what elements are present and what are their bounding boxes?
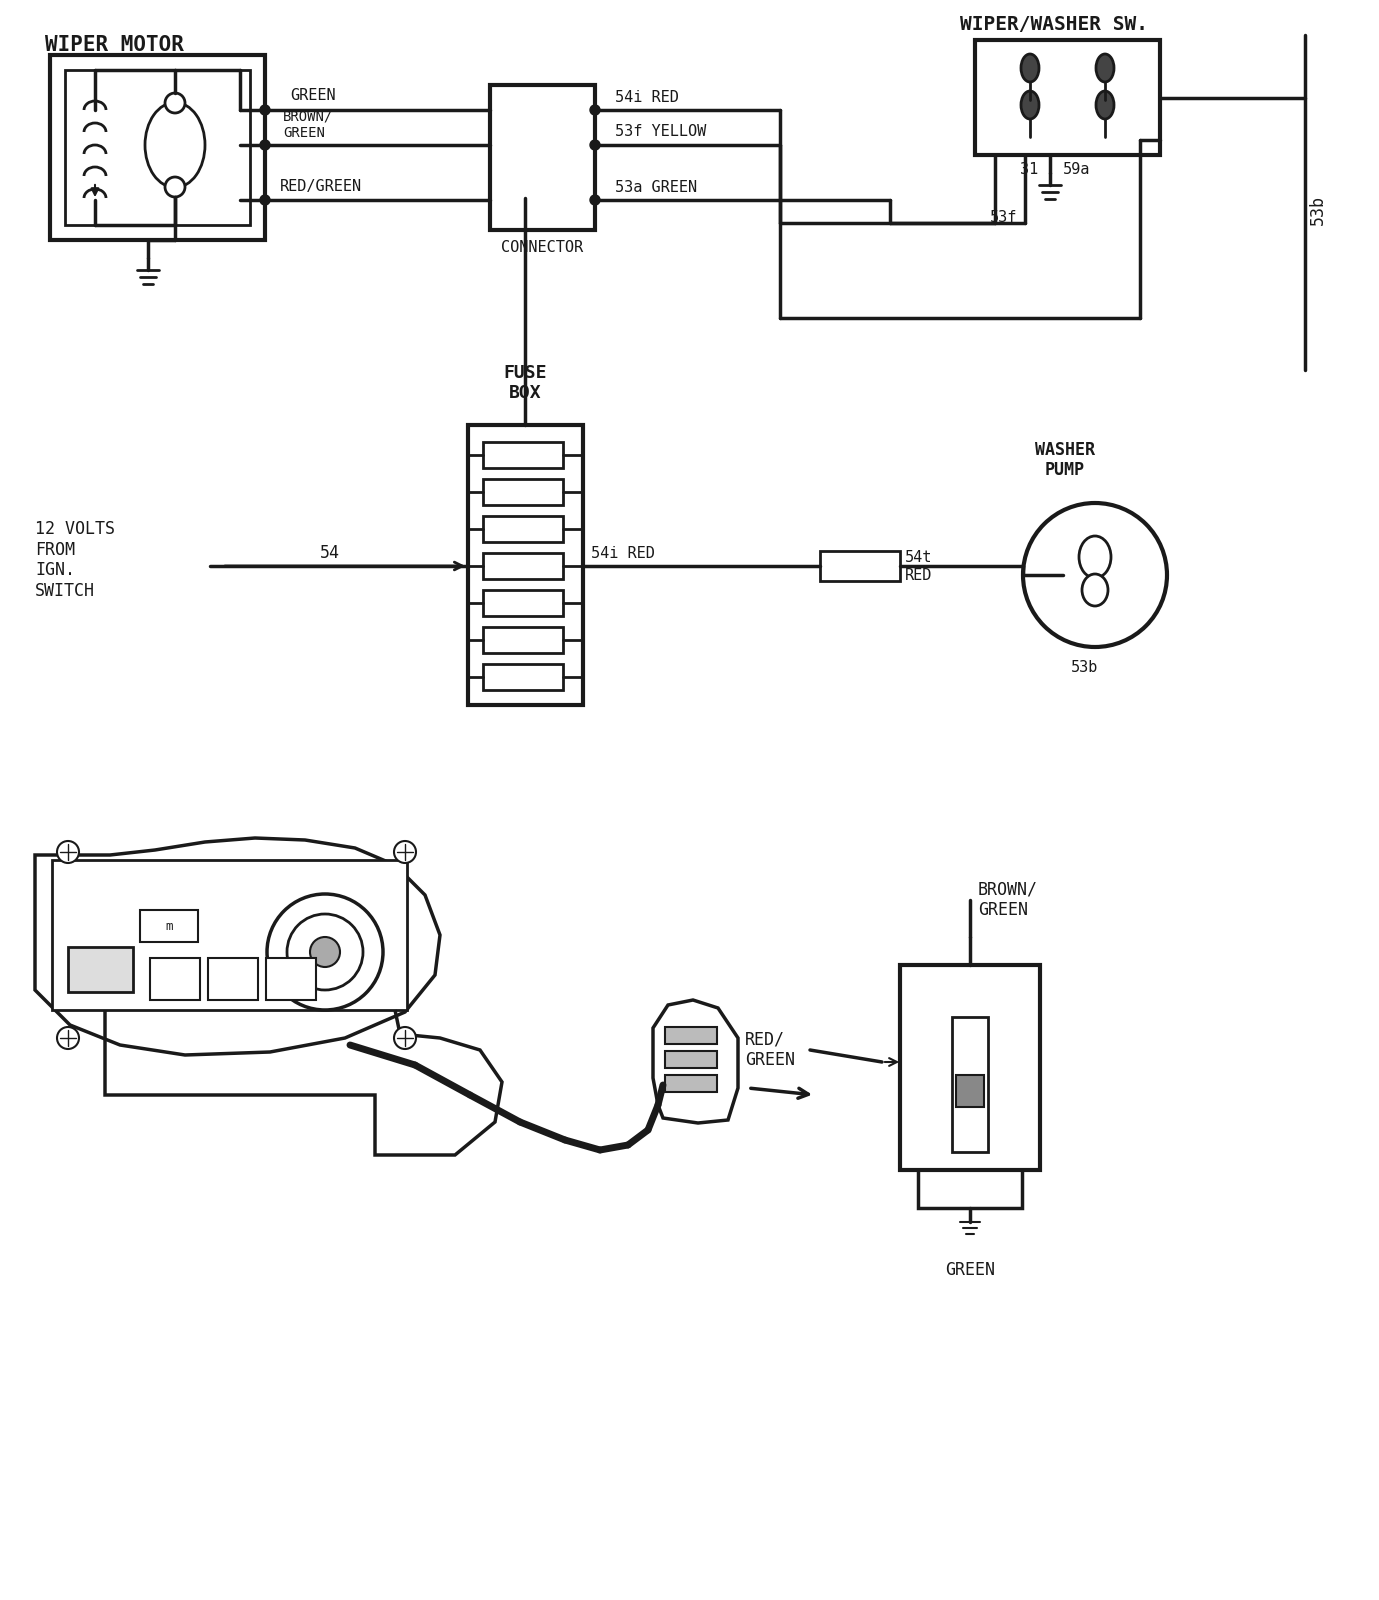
Circle shape <box>165 93 185 114</box>
Ellipse shape <box>1020 91 1038 118</box>
Bar <box>483 442 563 467</box>
Text: 53f YELLOW: 53f YELLOW <box>615 125 706 139</box>
Text: GREEN: GREEN <box>290 88 335 104</box>
Text: 53b: 53b <box>1309 195 1327 226</box>
Bar <box>467 426 583 706</box>
Bar <box>52 861 407 1010</box>
Text: WIPER MOTOR: WIPER MOTOR <box>46 35 183 54</box>
Text: RED/GREEN: RED/GREEN <box>280 179 363 194</box>
Text: GREEN: GREEN <box>945 1261 996 1278</box>
Text: 12 VOLTS
FROM
IGN.
SWITCH: 12 VOLTS FROM IGN. SWITCH <box>34 520 114 600</box>
Text: BROWN/
GREEN: BROWN/ GREEN <box>283 110 334 141</box>
Circle shape <box>1023 502 1167 646</box>
Circle shape <box>261 106 270 115</box>
Bar <box>665 1075 717 1091</box>
Circle shape <box>310 938 341 966</box>
Bar <box>266 958 316 1000</box>
Text: 54i RED: 54i RED <box>615 90 678 104</box>
Circle shape <box>590 141 600 150</box>
Bar <box>141 910 199 942</box>
Text: 31: 31 <box>1020 163 1038 178</box>
Text: 54: 54 <box>320 544 341 562</box>
Text: BROWN/
GREEN: BROWN/ GREEN <box>978 880 1038 920</box>
Text: RED/
GREEN: RED/ GREEN <box>745 1030 796 1069</box>
Text: CONNECTOR: CONNECTOR <box>501 240 583 256</box>
Text: WIPER/WASHER SW.: WIPER/WASHER SW. <box>960 16 1147 35</box>
Text: WASHER
PUMP: WASHER PUMP <box>1036 440 1095 480</box>
Bar <box>483 478 563 506</box>
Circle shape <box>261 141 270 150</box>
Ellipse shape <box>1020 54 1038 82</box>
Text: 53f: 53f <box>990 210 1018 224</box>
Bar <box>65 70 250 226</box>
Bar <box>483 627 563 653</box>
Circle shape <box>268 894 383 1010</box>
Circle shape <box>165 178 185 197</box>
Text: 59a: 59a <box>1063 163 1091 178</box>
Circle shape <box>394 1027 416 1050</box>
Ellipse shape <box>1078 536 1111 578</box>
Bar <box>483 515 563 542</box>
Ellipse shape <box>1096 91 1114 118</box>
Bar <box>665 1027 717 1043</box>
Bar <box>483 590 563 616</box>
Bar <box>483 664 563 690</box>
Text: RED: RED <box>905 568 932 584</box>
Ellipse shape <box>1083 574 1107 606</box>
Bar <box>821 550 900 581</box>
Text: 53a GREEN: 53a GREEN <box>615 179 698 195</box>
Circle shape <box>287 914 363 990</box>
Circle shape <box>261 195 270 205</box>
Ellipse shape <box>145 102 205 187</box>
Bar <box>900 965 1040 1170</box>
Bar <box>665 1051 717 1069</box>
Circle shape <box>57 842 79 862</box>
Text: 53b: 53b <box>1071 659 1099 675</box>
Text: 54t: 54t <box>905 550 932 565</box>
Bar <box>975 40 1160 155</box>
Bar <box>208 958 258 1000</box>
Bar <box>483 554 563 579</box>
Text: FUSE
BOX: FUSE BOX <box>503 363 546 403</box>
Circle shape <box>394 842 416 862</box>
Circle shape <box>590 195 600 205</box>
Bar <box>50 54 265 240</box>
Bar <box>150 958 200 1000</box>
Bar <box>952 1018 987 1152</box>
Bar <box>68 947 132 992</box>
Polygon shape <box>34 838 440 1054</box>
Text: 54i RED: 54i RED <box>592 546 655 560</box>
Ellipse shape <box>1096 54 1114 82</box>
Bar <box>956 1075 985 1107</box>
Text: m: m <box>165 920 172 933</box>
Bar <box>490 85 594 230</box>
Polygon shape <box>654 1000 738 1123</box>
Circle shape <box>57 1027 79 1050</box>
Circle shape <box>590 106 600 115</box>
